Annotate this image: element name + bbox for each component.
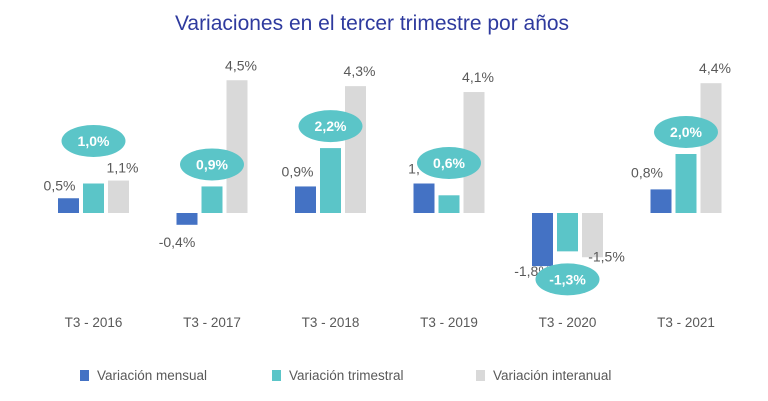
bubble — [180, 148, 244, 181]
legend-label: Variación trimestral — [289, 368, 404, 383]
data-label: 4,5% — [225, 57, 257, 73]
legend-label: Variación mensual — [97, 368, 207, 383]
bar — [582, 213, 603, 258]
legend-swatch — [80, 370, 89, 381]
bubble-label: 0,6% — [433, 155, 465, 171]
bubbles-layer: 1,0% 0,9% 2,2% 0,6% -1,3% 2,0% — [61, 110, 718, 296]
category-labels-layer: T3 - 2016 T3 - 2017 T3 - 2018 T3 - 2019 T3 -… — [65, 315, 715, 330]
legend: Variación mensual Variación trimestral Var… — [80, 368, 611, 383]
chart-title: Variaciones en el tercer trimestre por a… — [175, 12, 569, 35]
bar — [58, 198, 79, 213]
category-label: T3 - 2020 — [539, 315, 597, 330]
data-label: 1,1% — [107, 160, 139, 176]
bubble-label: 0,9% — [196, 156, 228, 172]
bars-layer — [58, 80, 722, 267]
category-label: T3 - 2016 — [65, 315, 123, 330]
data-label: 0,8% — [631, 164, 663, 180]
bubble — [61, 125, 126, 157]
data-label: 0,9% — [282, 163, 314, 179]
legend-swatch — [476, 370, 485, 381]
bar — [345, 86, 366, 213]
bar — [320, 148, 341, 213]
bar — [176, 213, 198, 225]
data-label: 4,3% — [344, 63, 376, 79]
bar — [532, 213, 553, 267]
category-label: T3 - 2018 — [302, 315, 360, 330]
category-label: T3 - 2021 — [657, 315, 715, 330]
data-label: -0,4% — [159, 234, 196, 250]
bar — [108, 180, 129, 213]
bubble — [417, 147, 481, 179]
data-label: 4,4% — [699, 60, 731, 76]
bar — [226, 80, 248, 213]
bar — [295, 186, 316, 213]
legend-swatch — [272, 370, 281, 381]
bar — [413, 183, 435, 213]
value-labels-layer: 0,5%1,1%-0,4%4,5%0,9%4,3%1,4,1%-1,8%-1,5… — [44, 57, 731, 279]
bubble — [654, 116, 718, 148]
legend-label: Variación interanual — [493, 368, 611, 383]
category-label: T3 - 2019 — [420, 315, 478, 330]
data-label: 1, — [408, 161, 420, 177]
bar — [463, 92, 485, 213]
bar — [557, 213, 578, 252]
bubble-label: -1,3% — [549, 271, 586, 287]
bubble — [535, 263, 600, 296]
category-label: T3 - 2017 — [183, 315, 241, 330]
bar — [83, 183, 104, 213]
bar — [700, 83, 722, 213]
bar — [201, 186, 223, 213]
data-label: 4,1% — [462, 69, 494, 85]
data-label: 0,5% — [44, 177, 76, 193]
bubble-label: 2,0% — [670, 124, 702, 140]
bar — [438, 195, 460, 213]
bar — [650, 189, 672, 213]
data-label: -1,5% — [588, 248, 625, 264]
bubble-label: 1,0% — [78, 133, 110, 149]
bar — [675, 154, 697, 213]
bubble-label: 2,2% — [315, 118, 347, 134]
bubble — [298, 110, 363, 143]
